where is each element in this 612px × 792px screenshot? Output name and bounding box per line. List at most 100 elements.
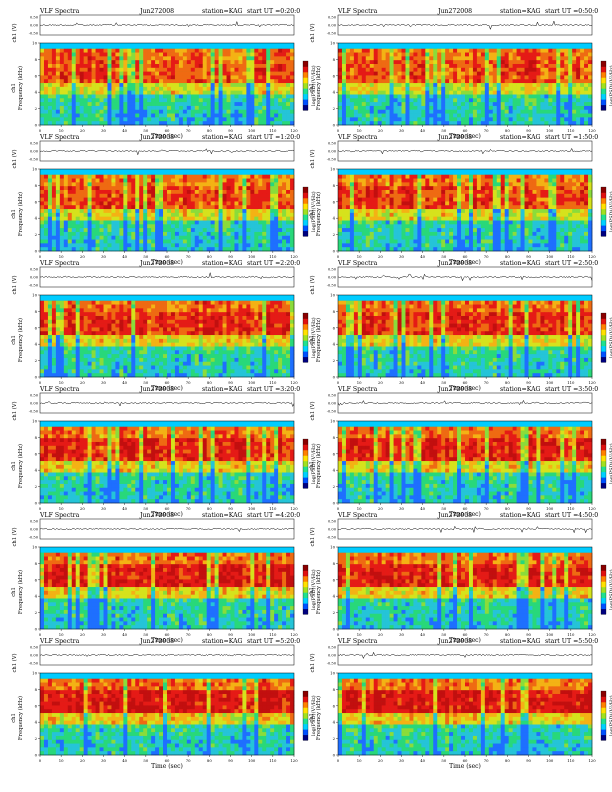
spectrogram-cell: [564, 201, 569, 206]
spectrogram-cell: [47, 117, 53, 122]
spectrogram-cell: [472, 121, 478, 126]
spectrogram-cell: [413, 212, 418, 217]
spectrogram-cell: [155, 67, 160, 72]
spectrogram-cell: [91, 67, 96, 72]
waveform-tick-label: 0.00: [30, 24, 39, 28]
spectrogram-cell: [588, 48, 593, 53]
spectrogram-cell: [345, 205, 351, 210]
spectrogram-cell: [202, 201, 207, 206]
spectrogram-cell: [338, 201, 343, 206]
spectrogram-cell: [492, 121, 498, 126]
spectrogram-cell: [59, 113, 65, 118]
spectrogram-cell: [480, 117, 486, 122]
spectrogram-cell: [492, 209, 498, 214]
spectrogram-cell: [210, 94, 215, 99]
spectrogram-cell: [377, 109, 382, 114]
spectrogram-cell: [516, 197, 521, 202]
spectrogram-cell: [496, 205, 502, 210]
spectrogram-cell: [206, 178, 211, 183]
spectrogram-cell: [218, 67, 223, 72]
spectrogram-cell: [282, 235, 287, 240]
spectrogram-cell: [508, 63, 513, 69]
spectrogram-cell: [131, 52, 136, 57]
spectrogram-cell: [194, 121, 200, 126]
spectrogram-cell: [286, 67, 291, 72]
spectrogram-cell: [361, 98, 367, 103]
spectrogram-cell: [282, 121, 287, 126]
spectrogram-cell: [413, 209, 418, 214]
spectrogram-cell: [465, 86, 470, 91]
spectrogram-cell: [47, 67, 53, 72]
spectrogram-cell: [87, 201, 92, 206]
spectrogram-cell: [107, 201, 112, 206]
spectrogram-cell: [556, 102, 561, 107]
spectrogram-cell: [103, 63, 108, 69]
x-tick-label: 10: [59, 128, 64, 133]
spectrogram-cell: [143, 105, 148, 111]
spectrogram-cell: [290, 231, 295, 237]
spectrogram-cell: [341, 90, 347, 95]
spectrogram-cell: [167, 102, 172, 107]
spectrogram-cell: [67, 98, 73, 103]
spectrogram-cell: [270, 247, 275, 252]
spectrogram-cell: [449, 174, 454, 179]
spectrogram-cell: [63, 86, 69, 91]
spectrogram-cell: [186, 94, 192, 99]
spectrogram-cell: [55, 205, 61, 210]
spectrogram-cell: [151, 75, 156, 80]
spectrogram-cell: [214, 48, 219, 53]
spectrogram-cell: [135, 186, 140, 191]
spectrogram-cell: [449, 197, 454, 202]
spectrogram-cell: [163, 94, 168, 99]
spectrogram-cell: [421, 224, 426, 229]
spectrogram-cell: [437, 67, 442, 72]
spectrogram-cell: [47, 71, 53, 76]
spectrogram-cell: [63, 231, 69, 237]
spectrogram-cell: [449, 216, 454, 221]
spectrogram-cell: [508, 174, 513, 179]
spectrogram-cell: [488, 56, 494, 61]
spectrogram-cell: [564, 212, 569, 217]
spectrogram-cell: [445, 186, 450, 191]
spectrogram-cell: [588, 83, 593, 88]
spectrogram-cell: [476, 178, 482, 183]
spectrogram-cell: [63, 121, 69, 126]
spectrogram-cell: [286, 102, 291, 107]
spectrogram-cell: [170, 174, 176, 179]
spectrogram-cell: [71, 98, 77, 103]
spectrogram-cell: [167, 235, 172, 240]
spectrogram-cell: [127, 102, 132, 107]
spectrogram-cell: [55, 224, 61, 229]
spectrogram-cell: [95, 98, 100, 103]
spectrogram-cell: [194, 56, 200, 61]
spectrogram-cell: [202, 86, 207, 91]
spectrogram-cell: [377, 56, 382, 61]
spectrogram-cell: [413, 224, 418, 229]
spectrogram-cell: [365, 75, 371, 80]
spectrogram-cell: [413, 228, 418, 233]
spectrogram-cell: [131, 102, 136, 107]
spectrogram-cell: [103, 193, 108, 198]
spectrogram-cell: [441, 228, 446, 233]
spectrogram-cell: [250, 86, 255, 91]
spectrogram-cell: [437, 56, 442, 61]
spectrogram-cell: [43, 205, 49, 210]
spectrogram-cell: [186, 205, 192, 210]
spectrogram-cell: [71, 182, 77, 187]
waveform-trace: [40, 20, 295, 28]
spectrogram-cell: [250, 239, 255, 244]
spectrogram-cell: [274, 205, 279, 210]
spectrogram-cell: [536, 56, 541, 61]
spectrogram-cell: [405, 182, 410, 187]
spectrogram-cell: [230, 178, 235, 183]
spectrogram-cell: [377, 121, 382, 126]
spectrogram-cell: [282, 67, 287, 72]
spectrogram-cell: [91, 239, 96, 244]
spectrogram-cell: [234, 105, 239, 111]
spectrogram-cell: [496, 212, 502, 217]
spectrogram-cell: [167, 197, 172, 202]
spectrogram-cell: [167, 182, 172, 187]
spectrogram-cell: [540, 220, 545, 225]
spectrogram-cell: [198, 174, 204, 179]
spectrogram-cell: [278, 231, 283, 237]
